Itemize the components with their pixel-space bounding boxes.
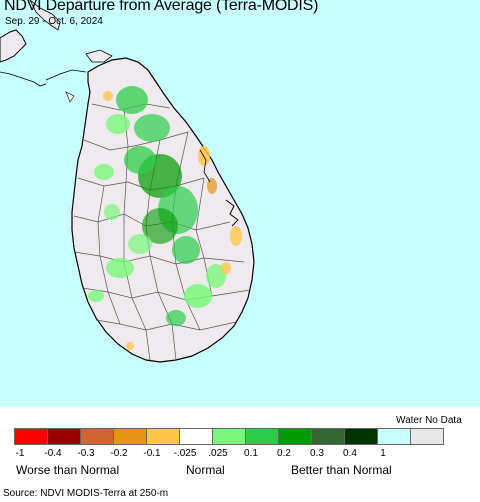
legend-swatch-3 <box>80 428 114 445</box>
legend-tick-label: 0.2 <box>277 448 291 459</box>
legend-swatch-11 <box>344 428 378 445</box>
map-title: NDVI Departure from Average (Terra-MODIS… <box>4 0 319 14</box>
legend-swatch-5 <box>146 428 180 445</box>
normal-label: Normal <box>186 463 225 477</box>
legend-swatch-9 <box>278 428 312 445</box>
map-panel: NDVI Departure from Average (Terra-MODIS… <box>0 0 480 407</box>
legend-swatch-8 <box>245 428 279 445</box>
legend-swatch-water <box>377 428 411 445</box>
source-note: Source: NDVI MODIS-Terra at 250-m <box>3 488 169 499</box>
legend-tick-label: .025 <box>208 448 228 459</box>
water-no-data-label: Water No Data <box>396 415 462 426</box>
legend: Water No Data -1 -0.4 -0.3 -0.2 -0.1 -.025 .02… <box>0 407 480 502</box>
legend-tick-label: 0.1 <box>244 448 258 459</box>
legend-tick-label: 1 <box>380 448 386 459</box>
legend-tick-label: -0.4 <box>44 448 62 459</box>
legend-swatch-1 <box>14 428 48 445</box>
legend-tick-label: 0.3 <box>310 448 324 459</box>
legend-swatch-4 <box>113 428 147 445</box>
legend-tick-label: -1 <box>15 448 25 459</box>
india-coast-east <box>29 0 61 31</box>
legend-tick-label: -0.3 <box>77 448 95 459</box>
legend-tick-label: -0.1 <box>143 448 161 459</box>
legend-color-bar <box>14 428 444 445</box>
legend-swatch-7 <box>212 428 246 445</box>
legend-swatch-2 <box>47 428 81 445</box>
date-range: Sep. 29 - Oct. 6, 2024 <box>5 16 103 27</box>
india-coastline <box>0 29 27 63</box>
legend-swatch-10 <box>311 428 345 445</box>
legend-swatch-6 <box>179 428 213 445</box>
legend-swatch-nodata <box>410 428 444 445</box>
ndvi-green-patches <box>88 86 226 326</box>
ndvi-orange-patches <box>103 91 242 350</box>
better-than-normal-label: Better than Normal <box>291 463 392 477</box>
sri-lanka-map <box>0 0 255 363</box>
legend-tick-label: -.025 <box>173 448 197 459</box>
legend-tick-label: 0.4 <box>343 448 357 459</box>
legend-tick-label: -0.2 <box>110 448 128 459</box>
worse-than-normal-label: Worse than Normal <box>16 463 120 477</box>
